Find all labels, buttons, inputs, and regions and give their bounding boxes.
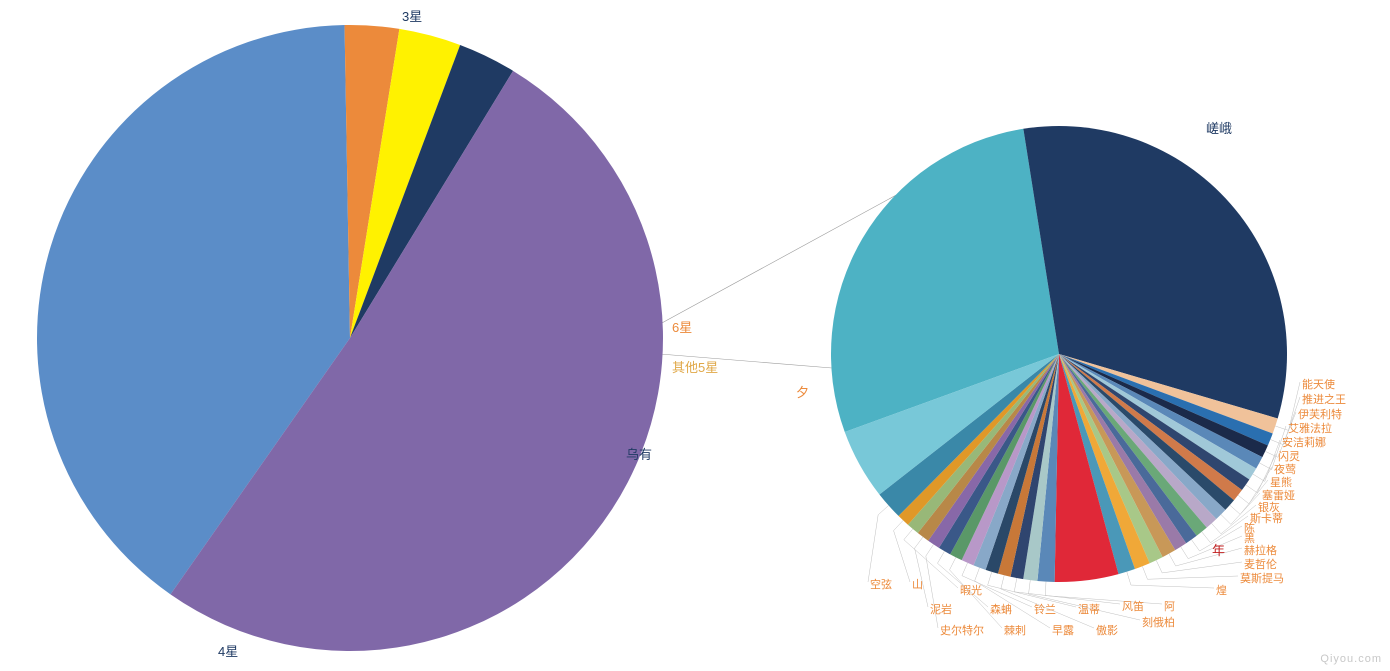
label-空弦: 空弦	[870, 576, 892, 592]
label-夕: 夕	[796, 382, 809, 401]
label-煌: 煌	[1216, 582, 1227, 598]
label-暇光: 暇光	[960, 582, 982, 598]
label-泥岩: 泥岩	[930, 601, 952, 617]
label-乌有: 乌有	[626, 444, 652, 463]
label-推进之王: 推进之王	[1302, 391, 1346, 407]
label-阿: 阿	[1164, 598, 1175, 614]
label-森蚺: 森蚺	[990, 601, 1012, 617]
label-早露: 早露	[1052, 622, 1074, 638]
label-3星: 3星	[402, 6, 422, 25]
label-能天使: 能天使	[1302, 376, 1335, 392]
label-莫斯提马: 莫斯提马	[1240, 570, 1284, 586]
watermark: Qiyou.com	[1320, 653, 1382, 665]
chart-canvas	[0, 0, 1390, 671]
label-铃兰: 铃兰	[1034, 601, 1056, 617]
label-年: 年	[1212, 540, 1225, 559]
label-温蒂: 温蒂	[1078, 601, 1100, 617]
label-嵯峨: 嵯峨	[1206, 118, 1232, 137]
label-傲影: 傲影	[1096, 622, 1118, 638]
label-史尔特尔: 史尔特尔	[940, 622, 984, 638]
label-4星: 4星	[218, 641, 238, 660]
label-棘刺: 棘刺	[1004, 622, 1026, 638]
label-山: 山	[912, 576, 923, 592]
label-其他5星: 其他5星	[672, 357, 718, 376]
label-刻俄柏: 刻俄柏	[1142, 614, 1175, 630]
label-6星: 6星	[672, 317, 692, 336]
label-风笛: 风笛	[1122, 598, 1144, 614]
